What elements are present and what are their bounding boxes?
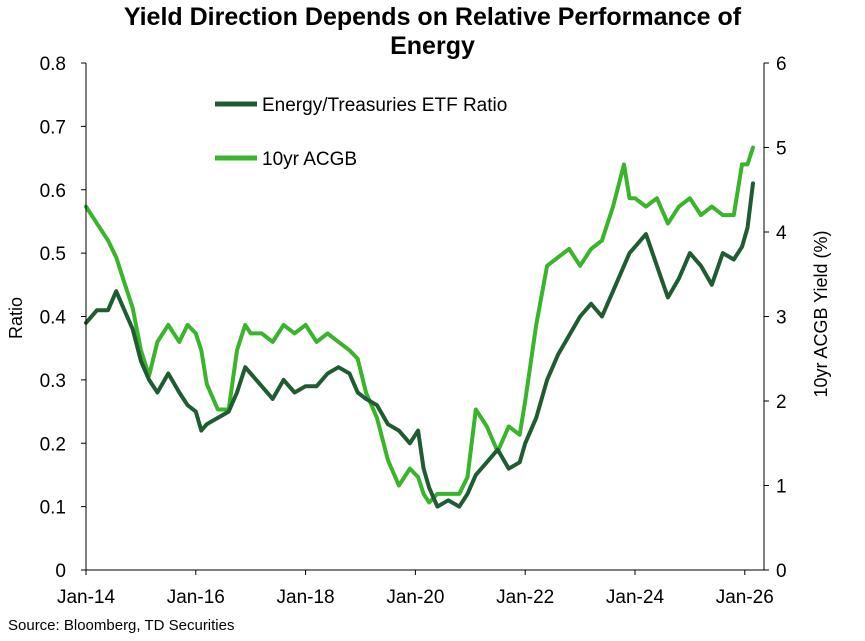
legend-label-yield: 10yr ACGB (262, 149, 357, 170)
x-tick-label: Jan-18 (277, 587, 335, 608)
right-tick-label: 0 (776, 561, 787, 582)
right-axis-label: 10yr ACGB Yield (%) (811, 230, 831, 397)
axes (81, 62, 769, 575)
left-tick-label: 0.5 (40, 244, 66, 265)
chart-title: Yield Direction Depends on Relative Perf… (0, 3, 865, 61)
left-tick-label: 0.1 (40, 498, 66, 519)
left-axis-label: Ratio (6, 297, 26, 339)
right-tick-label: 3 (776, 308, 787, 329)
x-tick-label: Jan-16 (167, 587, 225, 608)
right-tick-label: 1 (776, 477, 787, 498)
left-tick-label: 0.3 (40, 371, 66, 392)
chart-title-line-2: Energy (390, 32, 475, 60)
right-tick-label: 5 (776, 139, 787, 160)
left-tick-label: 0.7 (40, 117, 66, 138)
x-tick-label: Jan-14 (57, 587, 116, 608)
tick-labels: 0 0.1 0.2 0.3 0.4 0.5 0.6 0.7 0.8 0 1 2 3 4 5 6 Jan-14 Ja… (40, 54, 787, 608)
x-tick-label: Jan-22 (496, 587, 554, 608)
left-tick-label: 0.8 (40, 54, 66, 75)
right-tick-label: 6 (776, 54, 787, 75)
series-line-energy-treasuries-ratio (84, 181, 755, 509)
right-tick-label: 4 (776, 223, 787, 244)
left-tick-label: 0 (55, 561, 66, 582)
right-tick-label: 2 (776, 392, 787, 413)
plot-lines (84, 145, 755, 509)
x-tick-label: Jan-24 (606, 587, 665, 608)
left-tick-label: 0.4 (40, 308, 67, 329)
x-tick-label: Jan-20 (386, 587, 444, 608)
legend-label-ratio: Energy/Treasuries ETF Ratio (262, 95, 507, 116)
left-tick-label: 0.2 (40, 434, 66, 455)
legend: Energy/Treasuries ETF Ratio 10yr ACGB (215, 95, 507, 170)
left-tick-label: 0.6 (40, 181, 66, 202)
series-line-10yr-acgb (84, 145, 755, 505)
x-tick-label: Jan-26 (716, 587, 774, 608)
chart-title-line-1: Yield Direction Depends on Relative Perf… (123, 3, 742, 31)
source-note: Source: Bloomberg, TD Securities (8, 617, 235, 634)
